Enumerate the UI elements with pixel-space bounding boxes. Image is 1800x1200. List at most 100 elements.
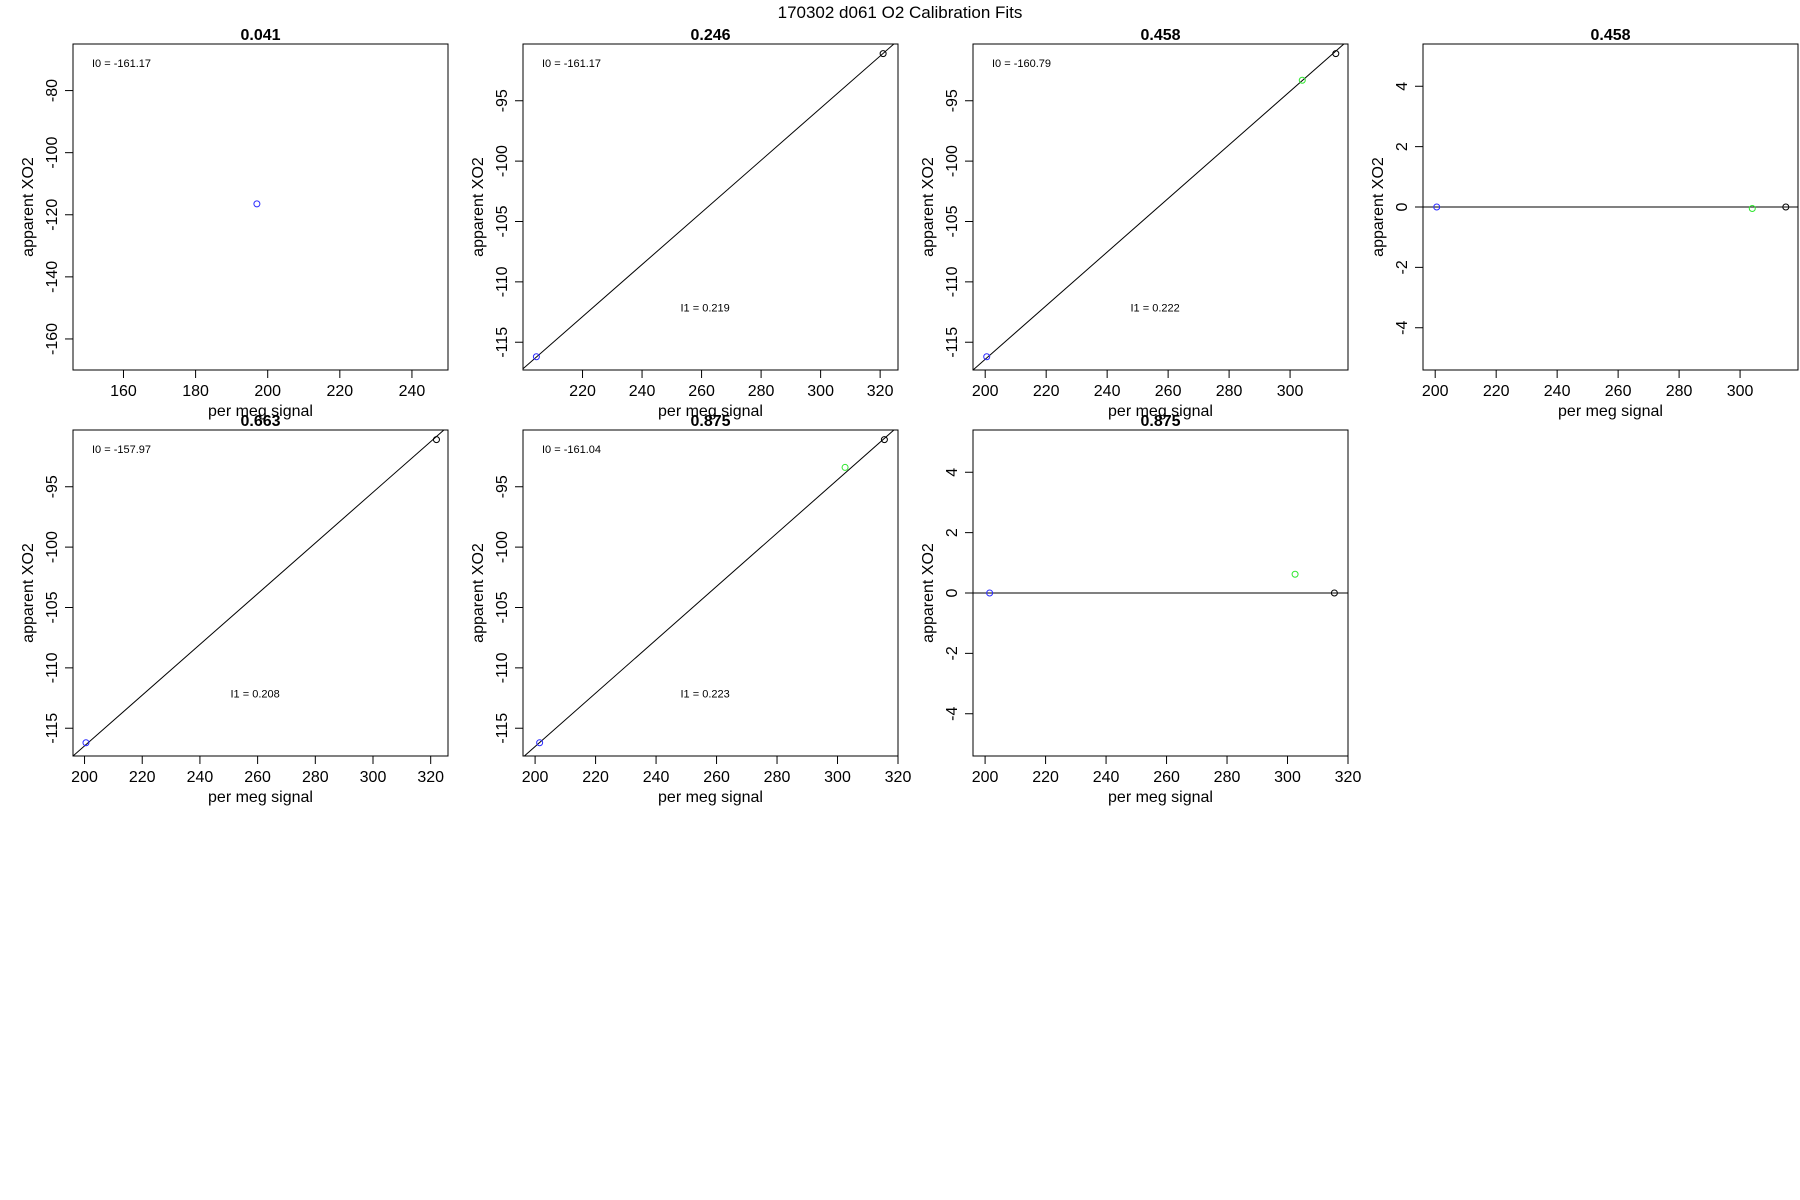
- x-axis-label: per meg signal: [1558, 403, 1663, 420]
- intercept-annotation: I0 = -161.17: [542, 58, 601, 70]
- x-tick-label: 240: [643, 769, 670, 786]
- data-point: [432, 436, 440, 444]
- x-tick-label: 220: [129, 769, 156, 786]
- chart-panel-4: 0.458 200 220 240 260 280 300 per meg signal 4 2 0…: [1370, 27, 1799, 420]
- figure-title: 170302 d061 O2 Calibration Fits: [778, 3, 1023, 22]
- x-tick-label: 320: [417, 769, 444, 786]
- data-point: [82, 739, 90, 747]
- x-tick-label: 320: [885, 769, 912, 786]
- x-tick-label: 300: [807, 383, 834, 400]
- x-tick-label: 300: [824, 769, 851, 786]
- x-tick-label: 200: [972, 383, 999, 400]
- y-tick-label: -110: [944, 266, 961, 297]
- x-tick-label: 280: [764, 769, 791, 786]
- y-tick-label: -100: [44, 137, 61, 169]
- data-point: [841, 463, 849, 471]
- y-tick-label: -105: [494, 591, 511, 623]
- y-tick-label: -115: [494, 327, 511, 358]
- y-tick-label: -2: [944, 646, 961, 660]
- data-point: [1332, 50, 1340, 58]
- x-tick-label: 300: [1277, 383, 1304, 400]
- fit-line: [973, 44, 1345, 370]
- data-point: [1330, 589, 1338, 597]
- x-axis-label: per meg signal: [658, 403, 763, 420]
- y-tick-label: -110: [494, 652, 511, 683]
- y-tick-label: -115: [44, 713, 61, 744]
- y-tick-label: -120: [44, 199, 61, 231]
- plot-frame: [972, 43, 1349, 371]
- chart-panel-3: 0.458 200 220 240 260 280 300 per meg signal -95…: [920, 27, 1349, 420]
- x-tick-label: 200: [71, 769, 98, 786]
- x-tick-label: 300: [1727, 383, 1754, 400]
- fit-line: [523, 44, 895, 370]
- y-axis-label: apparent XO2: [1370, 157, 1387, 257]
- y-tick-label: -95: [944, 89, 961, 112]
- intercept-annotation: I0 = -161.04: [542, 444, 601, 456]
- y-tick-label: -160: [44, 323, 61, 355]
- y-axis-label: apparent XO2: [470, 157, 487, 257]
- y-tick-label: -140: [44, 261, 61, 293]
- x-tick-label: 280: [1214, 769, 1241, 786]
- y-tick-label: -105: [494, 205, 511, 237]
- data-point: [879, 50, 887, 58]
- y-tick-label: -100: [494, 531, 511, 563]
- y-tick-label: -4: [944, 707, 961, 721]
- plot-frame: [72, 43, 449, 371]
- slope-annotation: I1 = 0.219: [681, 302, 730, 314]
- data-point: [1291, 570, 1299, 578]
- slope-annotation: I1 = 0.223: [681, 688, 730, 700]
- x-tick-label: 220: [1483, 383, 1510, 400]
- x-tick-label: 220: [1032, 769, 1059, 786]
- y-tick-label: -115: [494, 713, 511, 744]
- data-point: [986, 589, 994, 597]
- data-point: [253, 200, 261, 208]
- x-tick-label: 240: [1094, 383, 1121, 400]
- y-tick-label: -105: [44, 591, 61, 623]
- x-tick-label: 280: [302, 769, 329, 786]
- data-point: [1748, 205, 1756, 213]
- panel-title: 0.875: [690, 413, 730, 430]
- y-tick-label: 0: [944, 588, 961, 597]
- y-tick-label: -100: [944, 145, 961, 177]
- x-tick-label: 220: [326, 383, 353, 400]
- chart-panel-5: 0.663 200 220 240 260 280 300 320 per meg signal…: [20, 413, 449, 806]
- x-tick-label: 320: [1335, 769, 1362, 786]
- y-tick-label: -110: [494, 266, 511, 297]
- slope-annotation: I1 = 0.222: [1131, 302, 1180, 314]
- y-tick-label: -95: [494, 475, 511, 498]
- panel-title: 0.458: [1590, 27, 1630, 44]
- x-tick-label: 260: [244, 769, 271, 786]
- y-tick-label: -115: [944, 327, 961, 358]
- y-axis-label: apparent XO2: [920, 543, 937, 643]
- intercept-annotation: I0 = -160.79: [992, 58, 1051, 70]
- y-tick-label: -100: [44, 531, 61, 563]
- fit-line: [73, 430, 445, 756]
- y-tick-label: -80: [44, 79, 61, 102]
- plot-frame: [72, 429, 449, 757]
- x-tick-label: 240: [629, 383, 656, 400]
- y-axis-label: apparent XO2: [920, 157, 937, 257]
- panel-title: 0.663: [240, 413, 280, 430]
- y-axis-label: apparent XO2: [470, 543, 487, 643]
- data-point: [880, 436, 888, 444]
- y-tick-label: -4: [1394, 321, 1411, 335]
- data-point: [532, 353, 540, 361]
- y-tick-label: 4: [944, 468, 961, 477]
- panel-title: 0.041: [240, 27, 280, 44]
- slope-annotation: I1 = 0.208: [231, 688, 280, 700]
- plot-frame: [522, 43, 899, 371]
- y-tick-label: -110: [44, 652, 61, 683]
- intercept-annotation: I0 = -157.97: [92, 444, 151, 456]
- x-axis-label: per meg signal: [658, 789, 763, 806]
- y-tick-label: -2: [1394, 260, 1411, 274]
- data-point: [1782, 203, 1790, 211]
- intercept-annotation: I0 = -161.17: [92, 58, 151, 70]
- x-tick-label: 260: [688, 383, 715, 400]
- chart-panel-1: 0.041 160 180 200 220 240 per meg signal -80 -10…: [20, 27, 449, 420]
- data-point: [983, 353, 991, 361]
- data-point: [1298, 76, 1306, 84]
- y-tick-label: -95: [494, 89, 511, 112]
- y-tick-label: -95: [44, 475, 61, 498]
- x-tick-label: 260: [1153, 769, 1180, 786]
